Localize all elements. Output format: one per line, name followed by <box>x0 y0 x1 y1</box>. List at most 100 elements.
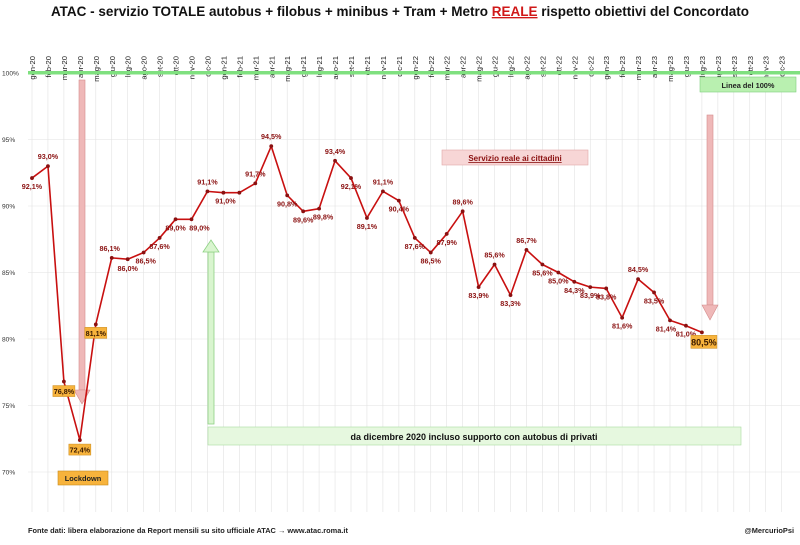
x-tick-label: ott-22 <box>554 56 563 75</box>
data-point <box>285 193 290 198</box>
data-label-highlight-box <box>690 335 718 349</box>
x-tick-label: mag-21 <box>283 56 292 82</box>
reference-line-label: Linea del 100% <box>722 81 775 90</box>
data-point <box>588 285 593 290</box>
data-label: 89,8% <box>313 213 334 222</box>
data-point <box>620 315 625 320</box>
support-annotation-box <box>207 426 742 446</box>
x-tick-label: ott-21 <box>363 56 372 75</box>
data-point <box>301 209 306 214</box>
data-label: 91,1% <box>373 177 394 186</box>
data-point <box>508 293 513 298</box>
data-point <box>684 323 688 328</box>
data-label: 76,8% <box>54 387 75 396</box>
data-label: 85,6% <box>484 251 505 260</box>
data-point <box>604 286 609 291</box>
data-point <box>269 144 274 149</box>
x-tick-label: mag-22 <box>475 56 484 82</box>
footer-credit: @MercurioPsi <box>744 526 794 535</box>
data-point <box>556 270 561 275</box>
data-label: 81,6% <box>612 322 633 331</box>
x-tick-label: lug-20 <box>124 56 133 77</box>
data-label: 90,8% <box>277 199 298 208</box>
support-arrow-head <box>202 239 220 253</box>
x-tick-label: feb-21 <box>235 56 244 78</box>
lockdown-tag-box <box>57 470 109 486</box>
x-tick-label: nov-21 <box>379 56 388 79</box>
lockdown-arrow-shaft <box>78 79 86 391</box>
end-arrow <box>701 114 719 321</box>
y-tick-label: 75% <box>2 403 15 410</box>
x-axis-tick-labels: gen-20 feb-20 mar-20 apr-20 mag-20 giu-20 lug-… <box>28 56 787 82</box>
x-tick-label: nov-22 <box>570 56 579 79</box>
y-tick-label: 80% <box>2 337 15 344</box>
data-label: 89,6% <box>452 197 473 206</box>
x-tick-label: nov-20 <box>188 56 197 79</box>
data-label-highlight-box <box>84 327 108 339</box>
data-point <box>333 158 337 163</box>
data-label: 84,5% <box>628 265 649 274</box>
data-point <box>93 322 98 327</box>
data-point <box>30 176 34 180</box>
data-label: 93,4% <box>325 147 346 156</box>
x-tick-label: dic-20 <box>203 56 212 77</box>
x-tick-label: dic-23 <box>778 56 787 77</box>
data-label: 89,1% <box>357 222 378 231</box>
data-label: 94,5% <box>261 132 282 141</box>
data-label: 92,1% <box>341 182 362 191</box>
x-tick-label: dic-21 <box>395 56 404 77</box>
data-point <box>476 285 481 290</box>
data-label: 91,7% <box>245 169 266 178</box>
end-arrow-head <box>701 304 719 321</box>
data-label: 86,5% <box>421 257 442 266</box>
data-label: 81,1% <box>86 329 107 338</box>
reference-line <box>28 71 800 75</box>
x-tick-label: gen-21 <box>219 56 228 80</box>
x-tick-label: ago-23 <box>714 56 723 80</box>
y-tick-label: 90% <box>2 204 15 211</box>
y-tick-label: 95% <box>2 137 15 144</box>
y-axis-tick-labels: 70% 75% 80% 85% 90% 95% 100% <box>2 71 19 477</box>
x-tick-label: giu-21 <box>299 56 308 77</box>
data-label: 80,5% <box>691 337 717 347</box>
data-point <box>492 262 497 267</box>
data-point <box>444 232 449 236</box>
chart-title: ATAC - servizio TOTALE autobus + filobus… <box>51 4 749 19</box>
data-label: 92,1% <box>22 182 43 191</box>
x-tick-label: apr-20 <box>76 56 85 78</box>
x-tick-label: apr-23 <box>650 56 659 78</box>
data-label: 83,9% <box>580 291 601 300</box>
data-label-highlight-box <box>52 385 76 397</box>
data-label: 83,9% <box>468 291 489 300</box>
end-arrow-shaft <box>706 114 714 306</box>
data-label: 85,0% <box>548 277 569 286</box>
data-point <box>700 330 704 335</box>
x-tick-label: mar-20 <box>60 56 69 80</box>
footer-source: Fonte dati: libera elaborazione da Repor… <box>28 526 348 535</box>
data-point <box>141 250 146 255</box>
x-tick-label: feb-20 <box>44 56 53 78</box>
data-point <box>173 217 178 222</box>
data-label: 89,6% <box>293 215 314 224</box>
data-labels-group: 92,1%93,0%76,8%72,4%81,1%86,1%86,0%86,5%… <box>22 132 718 456</box>
x-tick-label: set-23 <box>730 56 739 77</box>
data-label: 86,1% <box>100 244 121 253</box>
data-point <box>77 438 82 442</box>
data-point <box>349 176 353 180</box>
y-tick-label: 70% <box>2 470 15 477</box>
x-tick-label: feb-23 <box>618 56 627 78</box>
data-label: 86,7% <box>516 236 537 245</box>
x-tick-label: ott-20 <box>172 56 181 75</box>
data-point <box>540 262 545 267</box>
data-point <box>157 236 162 240</box>
x-tick-label: ago-21 <box>331 56 340 80</box>
service-annotation: Servizio reale ai cittadini <box>441 149 589 166</box>
data-point <box>189 217 194 222</box>
x-tick-label: ago-22 <box>522 56 531 80</box>
data-label: 89,0% <box>165 223 186 232</box>
reference-line-label-box <box>699 76 797 93</box>
x-tick-label: ago-20 <box>140 56 149 80</box>
data-label: 91,0% <box>215 197 236 206</box>
data-label: 83,8% <box>596 292 617 301</box>
data-point <box>572 279 577 284</box>
